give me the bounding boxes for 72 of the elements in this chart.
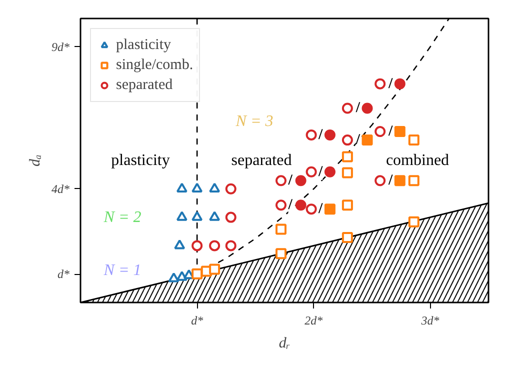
point: [362, 102, 373, 114]
point: [209, 211, 220, 221]
point: [362, 134, 373, 146]
legend-label: single/comb.: [116, 56, 194, 74]
y-tick-label: 4d*: [52, 182, 70, 196]
point: [225, 212, 236, 223]
point: [394, 126, 406, 138]
x-tick-label: 3d*: [420, 314, 440, 328]
point: [306, 129, 317, 140]
annotation: N = 3: [234, 113, 274, 130]
point: [394, 78, 406, 90]
annotation: /: [387, 76, 394, 92]
x-tick-label: d*: [191, 314, 204, 328]
annotation: /: [318, 201, 324, 218]
annotation: separated: [231, 152, 292, 169]
annotation: plasticity: [111, 152, 170, 169]
point: [394, 175, 406, 186]
annotation: N = 1: [102, 262, 142, 279]
y-tick-label: 9d*: [52, 40, 70, 54]
x-tick-label: 2d*: [304, 314, 323, 328]
point: [324, 204, 336, 215]
annotation: N = 2: [102, 209, 142, 226]
point: [342, 151, 353, 162]
x-axis-title: dᵣ: [278, 336, 290, 352]
point: [295, 175, 306, 186]
point: [324, 166, 336, 178]
point: [209, 182, 220, 192]
annotation: /: [318, 164, 324, 180]
annotation: /: [287, 172, 294, 189]
point: [408, 134, 420, 146]
point: [276, 175, 287, 186]
point: [342, 167, 353, 178]
annotation: /: [318, 126, 324, 143]
point: [176, 182, 188, 192]
point: [192, 211, 203, 221]
annotation: /: [354, 100, 361, 116]
annotation: /: [387, 172, 394, 189]
point: [408, 175, 420, 186]
point: [324, 129, 336, 140]
point: [192, 268, 203, 280]
legend-label: separated: [116, 76, 173, 94]
point: [342, 134, 353, 146]
point: [374, 175, 386, 186]
point: [306, 204, 317, 215]
point: [192, 182, 203, 192]
point: [408, 216, 420, 228]
point: [276, 248, 287, 260]
annotation: combined: [386, 152, 450, 169]
point: [374, 78, 386, 90]
annotation: /: [387, 124, 394, 140]
point: [225, 240, 236, 252]
point: [209, 240, 220, 252]
point: [225, 183, 236, 194]
point: [276, 200, 287, 211]
point: [168, 272, 180, 282]
point: [295, 200, 306, 211]
point: [176, 271, 188, 281]
point: [342, 102, 353, 114]
point: [176, 211, 188, 221]
point: [276, 224, 287, 235]
y-tick-label: d*: [58, 267, 70, 282]
point: [192, 240, 203, 252]
point: [374, 126, 386, 138]
point: [306, 166, 317, 178]
point: [174, 240, 186, 250]
point: [209, 264, 220, 275]
legend-label: plasticity: [116, 36, 171, 54]
annotation: /: [287, 197, 294, 214]
point: [342, 232, 353, 243]
annotation: /: [354, 132, 361, 148]
point: [342, 200, 353, 211]
y-axis-title: dₐ: [28, 154, 44, 166]
